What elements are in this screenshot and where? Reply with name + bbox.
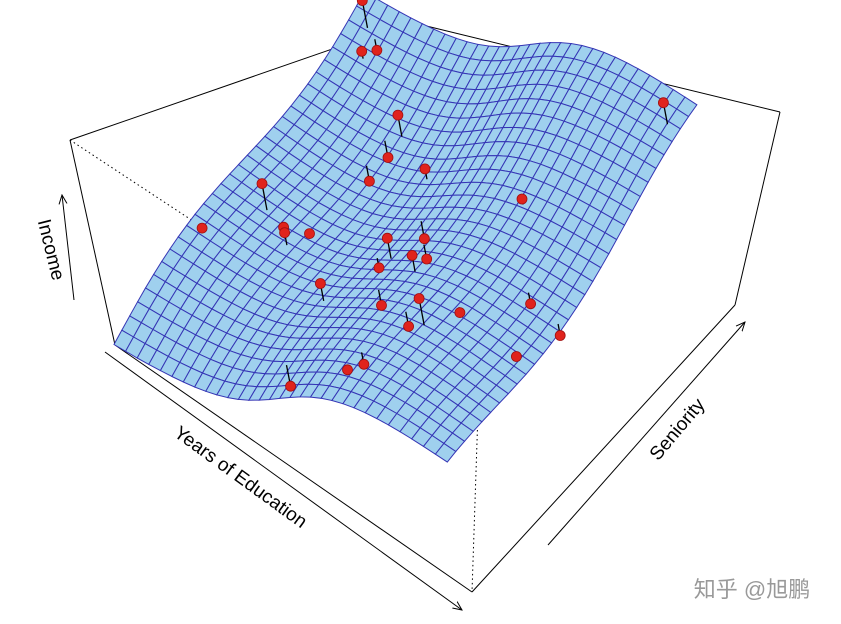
observation <box>418 233 430 245</box>
observation <box>382 152 394 163</box>
observation <box>358 358 370 370</box>
surface-cell <box>434 442 457 463</box>
observation <box>516 193 528 205</box>
observation <box>356 45 368 57</box>
observation <box>304 228 315 240</box>
y-axis-label: Seniority <box>646 394 710 465</box>
x-axis-label: Years of Education <box>170 422 311 532</box>
observation <box>376 299 387 311</box>
observation <box>373 262 385 274</box>
x-axis-arrow <box>104 351 462 610</box>
z-axis-label: Income <box>33 217 68 283</box>
y-axis-arrow <box>547 322 745 546</box>
observation <box>413 293 425 304</box>
observation <box>554 330 566 341</box>
observation <box>419 163 431 175</box>
observation <box>371 44 383 56</box>
observation <box>342 364 353 376</box>
observation <box>406 249 418 261</box>
observation <box>421 253 433 265</box>
observation <box>525 298 536 310</box>
watermark: 知乎 @旭鹏 <box>694 577 810 602</box>
observation <box>658 97 669 109</box>
observation <box>363 175 375 187</box>
surface <box>113 0 698 463</box>
observation <box>314 278 326 289</box>
observation <box>279 227 291 239</box>
observation <box>403 320 415 332</box>
observation <box>356 0 368 6</box>
observation <box>256 178 268 190</box>
observation <box>392 109 404 121</box>
observation <box>511 351 522 362</box>
observation <box>285 380 297 392</box>
observation <box>196 222 208 234</box>
z-axis-arrow <box>62 195 75 301</box>
observation <box>454 307 466 319</box>
observation <box>381 232 393 244</box>
